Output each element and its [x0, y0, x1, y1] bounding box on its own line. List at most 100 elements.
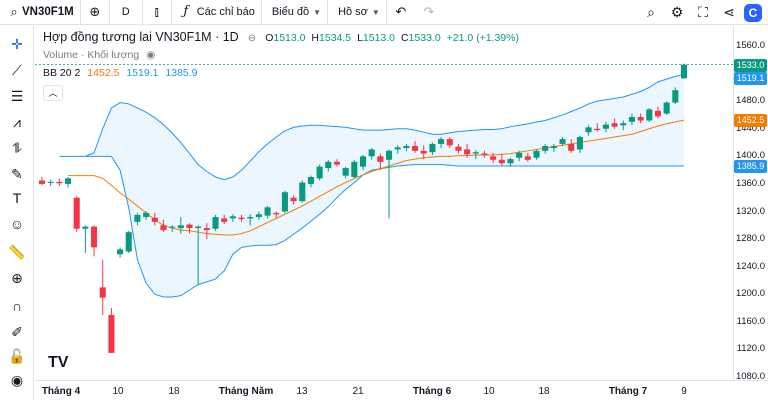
search-icon: ⌕: [10, 4, 18, 19]
candle: [307, 177, 314, 184]
candles-icon: ⫾: [154, 4, 159, 19]
lock-drawing-icon[interactable]: ✐: [11, 323, 23, 340]
candlestick-chart[interactable]: [35, 26, 733, 380]
undo-button[interactable]: ↶: [387, 0, 415, 25]
candle: [64, 178, 72, 184]
candle: [420, 150, 427, 154]
fx-icon: ƒ: [183, 4, 189, 19]
prediction-tool-icon[interactable]: ⥮: [11, 139, 23, 156]
emoji-icon[interactable]: ☺: [9, 216, 25, 232]
text-tool-icon[interactable]: T: [12, 190, 22, 206]
candle: [637, 117, 644, 121]
brush-icon[interactable]: ✎: [11, 165, 23, 182]
time-tick: 18: [538, 386, 550, 397]
candle: [117, 249, 124, 255]
time-axis[interactable]: Tháng 4 10 18 Tháng Năm 13 21 Tháng 6 10 18 Tháng…: [35, 380, 768, 400]
price-tick: 1160.0: [736, 315, 765, 327]
pattern-tool-icon[interactable]: ⩘: [13, 113, 21, 130]
candle: [663, 102, 670, 114]
candle: [464, 149, 471, 155]
chart-legend: Hợp đồng tương lai VN30F1M · 1D ⊖ O1513.…: [43, 30, 519, 101]
symbol-label: VN30F1M: [22, 6, 74, 18]
undo-icon: ↶: [395, 4, 407, 19]
profile-dropdown[interactable]: Hồ sơ ▼: [328, 0, 387, 25]
time-tick: Tháng 7: [608, 386, 648, 397]
chevron-down-icon: ▼: [371, 7, 380, 17]
candle: [143, 212, 150, 218]
indicators-button[interactable]: ƒ Các chỉ báo: [172, 0, 262, 25]
candle: [628, 117, 635, 122]
candle: [385, 150, 393, 160]
time-tick: Tháng Năm: [218, 386, 274, 397]
collapse-legend-button[interactable]: ︿: [43, 85, 63, 101]
price-tick: 1120.0: [736, 343, 765, 355]
candle: [125, 232, 132, 252]
indicators-label: Các chỉ báo: [196, 6, 255, 18]
compare-button[interactable]: ⊕: [81, 0, 110, 25]
zoom-in-icon[interactable]: ⊕: [11, 269, 23, 286]
candle: [264, 207, 271, 216]
candle: [169, 226, 176, 228]
time-tick: Tháng 4: [41, 386, 81, 397]
interval-button[interactable]: D: [110, 0, 143, 25]
fib-tool-icon[interactable]: ☰: [10, 87, 24, 104]
ruler-icon[interactable]: 📏: [8, 243, 26, 260]
candle: [646, 109, 653, 121]
candle: [377, 156, 384, 162]
candle: [403, 145, 410, 149]
time-tick: 10: [483, 386, 495, 397]
candle: [299, 182, 306, 202]
toolbar-right: ⌕ ⚙ ⛶ ⋖ C: [638, 0, 768, 25]
symbol-title: Hợp đồng tương lai VN30F1M · 1D: [43, 30, 239, 44]
time-tick: 18: [168, 386, 180, 397]
candle: [533, 150, 540, 158]
brand-logo: C: [744, 3, 762, 22]
candle: [550, 145, 557, 149]
crosshair-icon[interactable]: ✛: [11, 35, 23, 52]
candle: [429, 143, 436, 153]
candle: [351, 161, 358, 178]
time-tick: Tháng 6: [412, 386, 452, 397]
redo-button[interactable]: ↷: [415, 0, 443, 25]
candle: [481, 153, 488, 155]
price-tick: 1320.0: [735, 205, 765, 217]
share-icon[interactable]: ⋖: [723, 4, 735, 20]
candle: [576, 137, 583, 150]
candle: [47, 181, 54, 183]
fullscreen-icon[interactable]: ⛶: [698, 4, 708, 20]
lock-icon[interactable]: 🔓: [8, 347, 26, 364]
candle: [325, 161, 332, 169]
candle: [56, 181, 63, 184]
trend-line-icon[interactable]: ⟋: [12, 61, 22, 78]
chart-pane[interactable]: [35, 26, 733, 380]
candle: [654, 110, 662, 117]
candle: [472, 152, 479, 154]
price-axis[interactable]: 1560.01520.01480.01440.01400.01360.01320…: [733, 26, 768, 382]
zoom-search-icon[interactable]: ⌕: [647, 4, 655, 20]
profile-label: Hồ sơ: [338, 6, 368, 18]
chevron-down-icon: ▼: [313, 7, 322, 17]
symbol-search[interactable]: ⌕ VN30F1M: [0, 0, 81, 25]
candle: [602, 124, 609, 129]
candle: [186, 224, 193, 229]
price-tick: 1280.0: [735, 233, 765, 245]
eye-icon[interactable]: ◉: [10, 371, 24, 388]
candle: [359, 156, 367, 167]
tradingview-logo: TV: [48, 354, 69, 371]
time-tick: 21: [352, 386, 364, 397]
gear-icon[interactable]: ⚙: [670, 4, 684, 20]
volume-legend: Volume · Khối lượng ◉: [43, 49, 156, 61]
price-tick: 1360.0: [735, 177, 765, 189]
time-tick: 9: [681, 386, 687, 397]
chart-type-dropdown[interactable]: Biểu đồ ▼: [262, 0, 329, 25]
hide-legend-icon[interactable]: ⊖: [247, 33, 257, 44]
time-tick: 13: [296, 386, 308, 397]
ohlc-values: O1513.0 H1534.5 L1513.0 C1533.0 +21.0 (+…: [265, 32, 519, 44]
magnet-icon[interactable]: ∩: [11, 298, 23, 314]
candle: [516, 152, 523, 158]
candle: [177, 225, 184, 229]
eye-icon[interactable]: ◉: [146, 49, 156, 61]
price-tick: 1080.0: [735, 371, 765, 382]
candle: [368, 149, 375, 157]
candle-style-button[interactable]: ⫾: [143, 0, 172, 25]
